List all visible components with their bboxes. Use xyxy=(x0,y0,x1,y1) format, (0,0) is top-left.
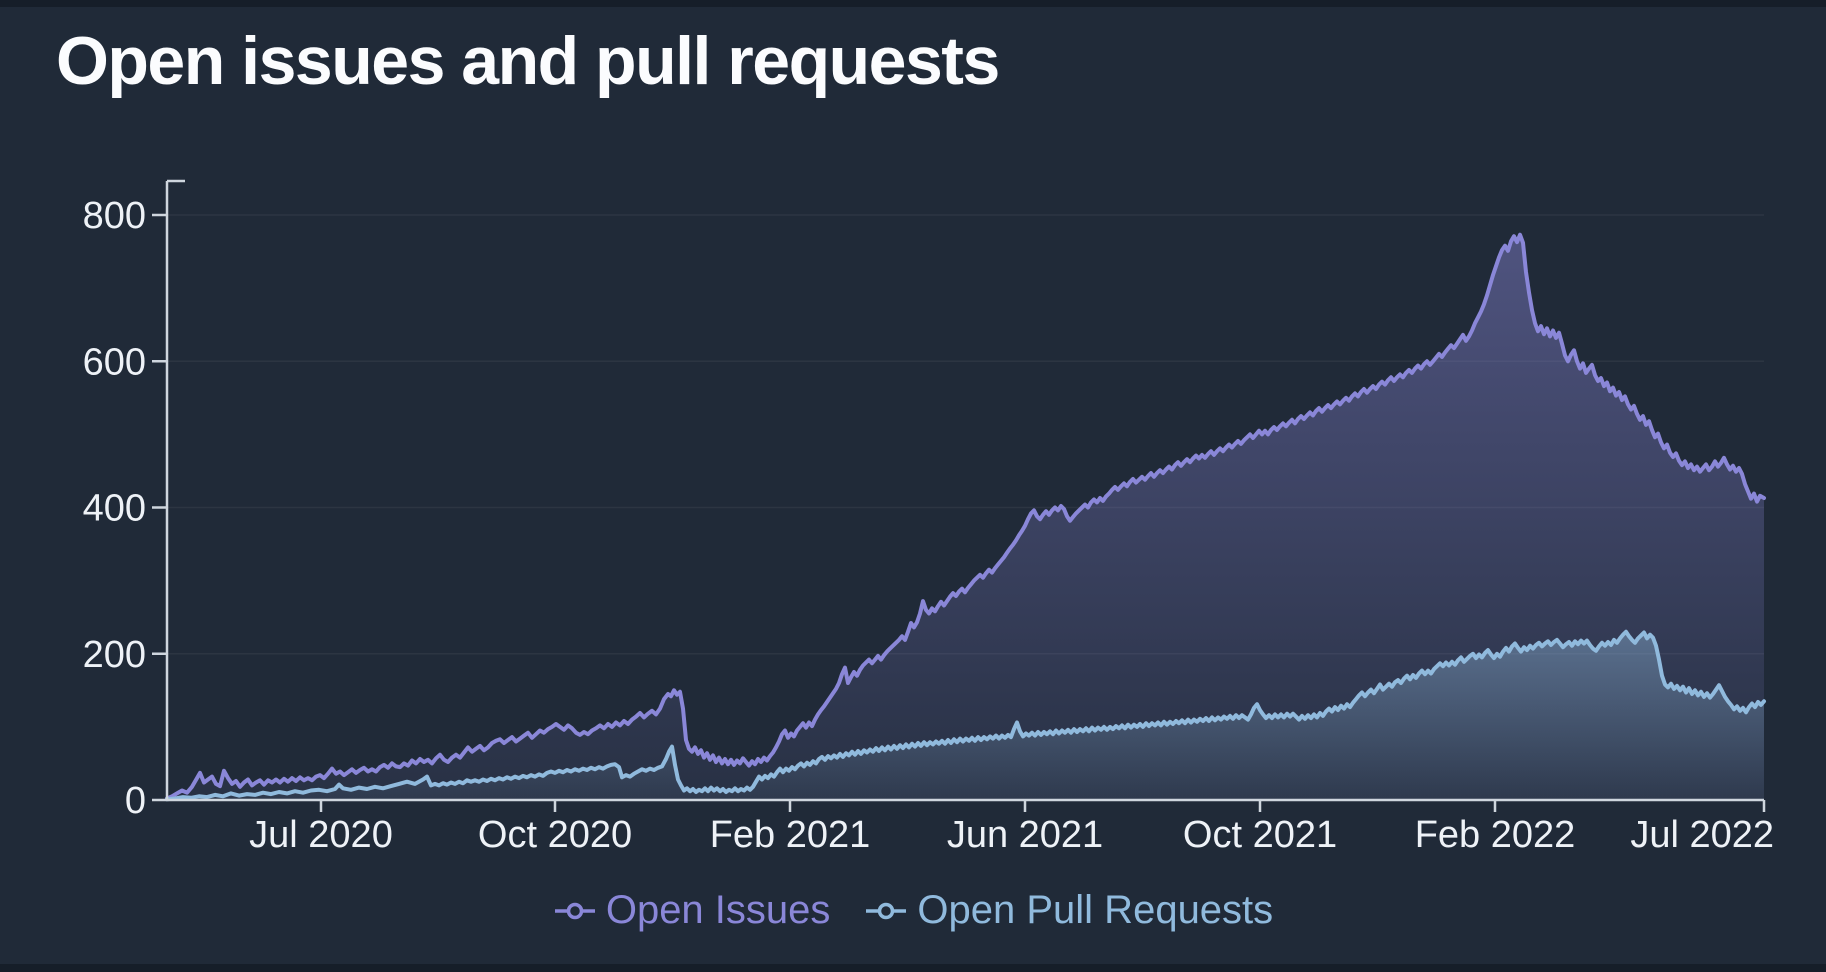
x-tick-label: Jul 2020 xyxy=(249,814,393,856)
line-open-issues xyxy=(165,232,1766,801)
y-tick-label: 0 xyxy=(125,780,146,822)
x-tick-label: Feb 2021 xyxy=(710,814,871,856)
y-tick-label: 200 xyxy=(83,634,146,676)
x-tick-label: Feb 2022 xyxy=(1415,814,1576,856)
legend-label-open-pull-requests: Open Pull Requests xyxy=(917,888,1274,932)
y-tick-label: 800 xyxy=(83,195,146,237)
legend-label-open-issues: Open Issues xyxy=(605,888,831,932)
legend-item-open-pull-requests[interactable]: Open Pull Requests xyxy=(864,888,1273,933)
x-tick-label: Oct 2021 xyxy=(1183,814,1337,856)
chart-title: Open issues and pull requests xyxy=(56,23,1000,99)
open-issues-marker-icon xyxy=(554,902,595,919)
x-tick-label: Oct 2020 xyxy=(478,814,632,856)
y-axis-ticks: 0 200 400 600 800 xyxy=(83,195,167,822)
area-open-pull-requests xyxy=(167,631,1764,800)
line-open-pull-requests xyxy=(165,629,1766,802)
x-axis-ticks: Jul 2020 Oct 2020 Feb 2021 Jun 2021 Oct 2021… xyxy=(249,800,1774,856)
legend-item-open-issues[interactable]: Open Issues xyxy=(553,888,831,933)
chart-legend: Open Issues Open Pull Requests xyxy=(0,888,1826,933)
x-tick-label: Jun 2021 xyxy=(947,814,1103,856)
axes xyxy=(165,179,1764,802)
y-tick-label: 600 xyxy=(83,341,146,383)
open-pull-requests-marker-icon xyxy=(866,902,907,919)
y-tick-label: 400 xyxy=(83,488,146,530)
x-tick-label: Jul 2022 xyxy=(1630,814,1774,856)
area-open-issues xyxy=(167,234,1764,800)
